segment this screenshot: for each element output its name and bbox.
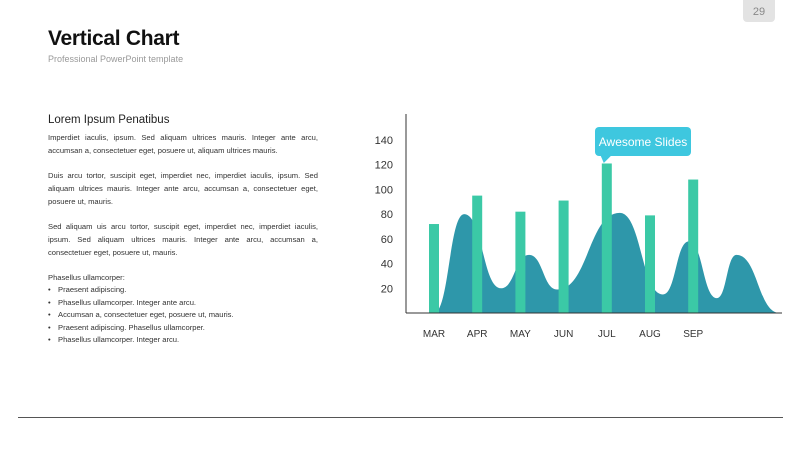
bar-apr (472, 195, 483, 313)
page-title: Vertical Chart (48, 27, 180, 50)
x-tick-label: MAR (423, 329, 445, 340)
vertical-chart: 20 40 60 80 100 120 140 MAR APR MAY JUN JUL AUG SEP Aw… (375, 114, 782, 340)
callout-pointer (600, 156, 611, 163)
bullet-item: Accumsan a, consectetuer eget, posuere u… (48, 309, 318, 322)
x-tick-label: SEP (683, 329, 703, 340)
text-column: Lorem Ipsum Penatibus Imperdiet iaculis,… (48, 114, 318, 347)
x-tick-label: APR (467, 329, 488, 340)
page-number: 29 (743, 0, 775, 22)
x-tick-label: MAY (510, 329, 531, 340)
bullet-list: Praesent adipiscing. Phasellus ullamcorp… (48, 284, 318, 347)
callout-box (595, 127, 691, 156)
callout-text: Awesome Slides (599, 135, 688, 149)
bottom-divider (18, 417, 783, 418)
y-tick-label: 100 (375, 184, 393, 196)
y-tick-label: 60 (381, 234, 393, 246)
section-heading: Lorem Ipsum Penatibus (48, 114, 170, 126)
x-tick-label: AUG (639, 329, 661, 340)
y-tick-label: 40 (381, 259, 393, 271)
paragraph-1: Imperdiet iaculis, ipsum. Sed aliquam ul… (48, 133, 318, 155)
bar-may (515, 211, 526, 313)
y-tick-label: 140 (375, 135, 393, 147)
y-tick-label: 20 (381, 283, 393, 295)
bullet-item: Phasellus ullamcorper. Integer ante arcu… (48, 297, 318, 310)
x-tick-label: JUL (598, 329, 616, 340)
y-tick-label: 120 (375, 160, 393, 172)
y-tick-label: 80 (381, 209, 393, 221)
page-subtitle: Professional PowerPoint template (48, 54, 184, 64)
paragraph-3: Sed aliquam uis arcu tortor, suscipit eg… (48, 222, 318, 257)
bar-jul (601, 163, 612, 313)
x-tick-label: JUN (554, 329, 573, 340)
list-title: Phasellus ullamcorper: (48, 273, 125, 282)
bullet-item: Praesent adipiscing. (48, 284, 318, 297)
bullet-item: Praesent adipiscing. Phasellus ullamcorp… (48, 322, 318, 335)
paragraph-2: Duis arcu tortor, suscipit eget, imperdi… (48, 171, 318, 206)
bar-jun (558, 200, 569, 313)
bar-sep (688, 179, 699, 313)
bar-aug (645, 215, 655, 313)
bar-mar (429, 224, 439, 313)
bullet-item: Phasellus ullamcorper. Integer arcu. (48, 334, 318, 347)
